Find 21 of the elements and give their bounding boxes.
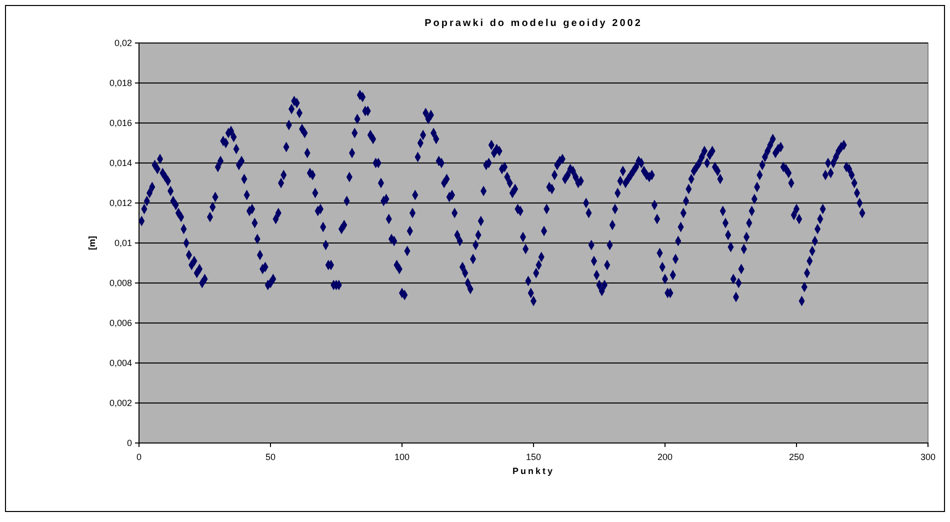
y-tick-label: 0,012: [109, 198, 132, 208]
x-tick-label: 150: [526, 452, 542, 462]
y-tick-label: 0: [126, 438, 132, 448]
x-tick-label: 0: [136, 452, 142, 462]
y-tick-label: 0,006: [109, 318, 132, 328]
y-axis-title: [m]: [87, 236, 97, 250]
y-tick-label: 0,014: [109, 158, 132, 168]
y-tick-label: 0,002: [109, 398, 132, 408]
y-tick-label: 0,01: [114, 238, 132, 248]
y-tick-label: 0,018: [109, 78, 132, 88]
x-tick-label: 250: [788, 452, 804, 462]
y-tick-label: 0,016: [109, 118, 132, 128]
y-tick-label: 0,008: [109, 278, 132, 288]
x-tick-label: 300: [920, 452, 936, 462]
y-tick-label: 0,02: [114, 38, 132, 48]
x-axis-title: Punkty: [512, 466, 555, 476]
chart-title: Poprawki do modelu geoidy 2002: [424, 18, 642, 29]
x-tick-label: 200: [657, 452, 673, 462]
x-tick-label: 100: [394, 452, 410, 462]
y-tick-label: 0,004: [109, 358, 132, 368]
x-tick-label: 50: [265, 452, 276, 462]
